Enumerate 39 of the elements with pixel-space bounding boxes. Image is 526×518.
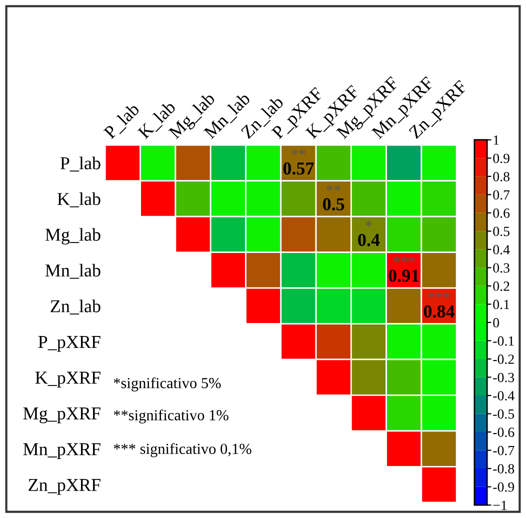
color-bar-label: -0.2 [493, 354, 514, 364]
color-bar-label: 0.7 [493, 190, 510, 200]
y-tick-label: Zn_pXRF [28, 479, 100, 495]
y-tick-label: P_lab [60, 156, 100, 172]
color-bar-label: 0.6 [493, 208, 510, 218]
color-bar-label: 0.2 [493, 282, 510, 291]
color-bar-label: 0.4 [493, 245, 510, 254]
color-bar-label: 0.8 [493, 172, 510, 182]
y-tick-label: K_pXRF [35, 372, 100, 388]
annotation: **significativo 1% [114, 409, 228, 424]
color-bar-label: 0.3 [493, 263, 510, 273]
color-bar-label: -0.7 [493, 446, 514, 456]
annotation: *significativo 5% [114, 377, 221, 392]
color-bar-label: 0 [493, 318, 500, 328]
color-bar-label: -0.3 [493, 372, 514, 382]
annotation: *** significativo 0,1% [114, 443, 252, 458]
color-bar-label: −1 [493, 500, 507, 510]
data-label: *** 0.84 [424, 292, 454, 318]
color-bar-label: -0.4 [493, 391, 514, 401]
y-tick-label: Mn_lab [45, 264, 100, 279]
y-tick-label: Mg_pXRF [23, 408, 100, 424]
data-label: * 0.4 [358, 220, 380, 246]
y-tick-label: K_lab [57, 192, 100, 208]
color-bar-label: -0.9 [493, 482, 514, 492]
y-tick-label: Mn_pXRF [23, 443, 100, 459]
data-label: ** 0.5 [322, 185, 344, 210]
color-bar-label: 1 [494, 136, 499, 145]
data-label: ** 0.57 [283, 149, 314, 175]
color-bar-label: 0.9 [493, 154, 510, 164]
y-tick-label: Zn_lab [50, 300, 100, 314]
color-bar-label: 0.5 [493, 226, 510, 236]
color-bar-label: -0.8 [493, 464, 514, 474]
data-label: *** 0.91 [388, 256, 419, 282]
y-tick-label: Mg_lab [45, 228, 100, 245]
color-bar-label: -0.5 [493, 409, 514, 419]
y-tick-label: P_pXRF [38, 336, 100, 352]
color-bar-label: -0.6 [493, 428, 514, 438]
color-bar-label: 0.1 [493, 300, 510, 310]
color-bar-label: -0.1 [493, 336, 514, 346]
